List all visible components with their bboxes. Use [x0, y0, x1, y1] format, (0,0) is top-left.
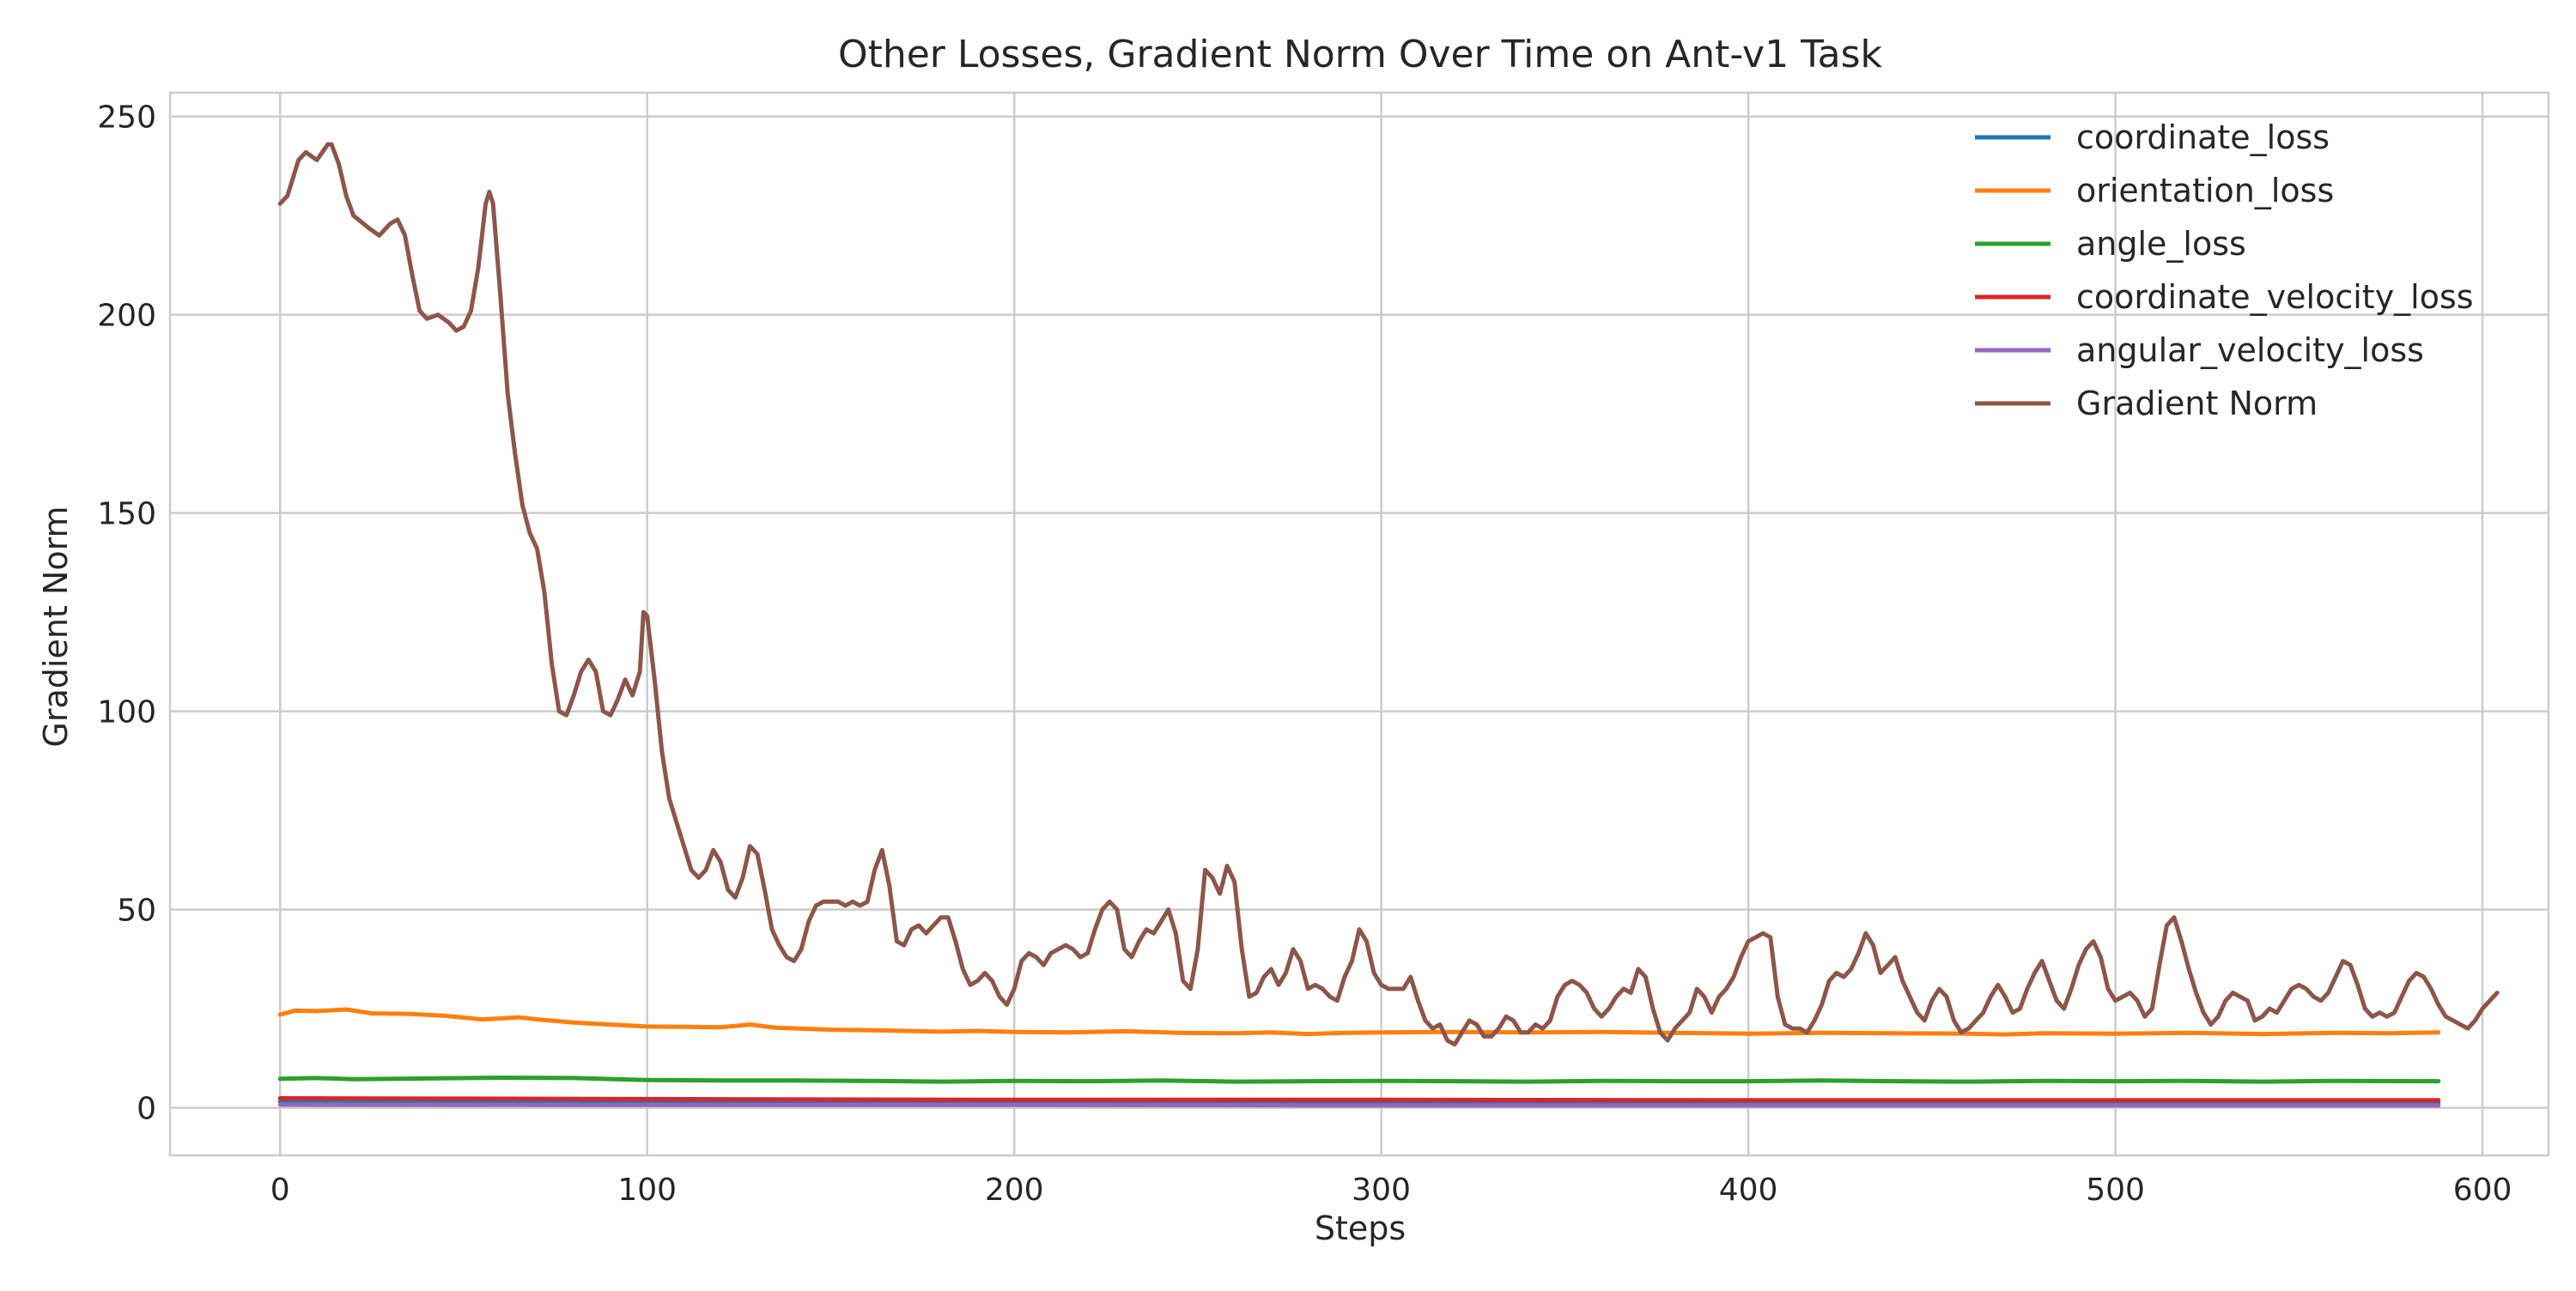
x-tick-label: 300: [1352, 1173, 1411, 1208]
y-tick-label: 50: [117, 894, 156, 929]
series-line-coordinate-velocity-loss: [277, 1096, 2441, 1103]
legend-label-coordinate-velocity-loss: coordinate_velocity_loss: [2076, 278, 2474, 316]
series-lines: [277, 142, 2500, 1108]
series-line-angular-velocity-loss: [277, 1102, 2441, 1108]
legend-label-angle-loss: angle_loss: [2076, 225, 2246, 263]
series-line-angle-loss: [277, 1076, 2441, 1084]
series-line-gradient-norm: [277, 142, 2500, 1047]
legend: coordinate_loss orientation_loss angle_los…: [1975, 118, 2474, 422]
x-tick-label: 600: [2453, 1173, 2512, 1208]
tick-labels: 0 100 200 300 400 500 600 0 50 100 150 200 250: [97, 100, 2512, 1208]
series-line-orientation-loss: [277, 1007, 2441, 1037]
x-axis-label: Steps: [1315, 1209, 1406, 1247]
x-tick-label: 500: [2086, 1173, 2145, 1208]
x-tick-label: 0: [270, 1173, 290, 1208]
legend-label-angular-velocity-loss: angular_velocity_loss: [2076, 331, 2424, 369]
legend-label-coordinate-loss: coordinate_loss: [2076, 118, 2330, 156]
y-tick-label: 0: [137, 1092, 156, 1127]
chart-title: Other Losses, Gradient Norm Over Time on…: [838, 33, 1883, 76]
x-tick-label: 400: [1719, 1173, 1778, 1208]
y-tick-label: 200: [97, 299, 156, 334]
series-line-coordinate-loss: [277, 1099, 2441, 1106]
legend-label-orientation-loss: orientation_loss: [2076, 172, 2334, 209]
x-tick-label: 100: [617, 1173, 677, 1208]
legend-label-gradient-norm: Gradient Norm: [2076, 385, 2318, 422]
y-tick-label: 250: [97, 100, 156, 136]
grid-lines: [170, 93, 2549, 1155]
y-axis-label: Gradient Norm: [37, 506, 75, 747]
x-tick-label: 200: [985, 1173, 1044, 1208]
y-tick-label: 150: [97, 497, 156, 532]
plot-frame: [168, 91, 2550, 1157]
y-tick-label: 100: [97, 695, 156, 730]
